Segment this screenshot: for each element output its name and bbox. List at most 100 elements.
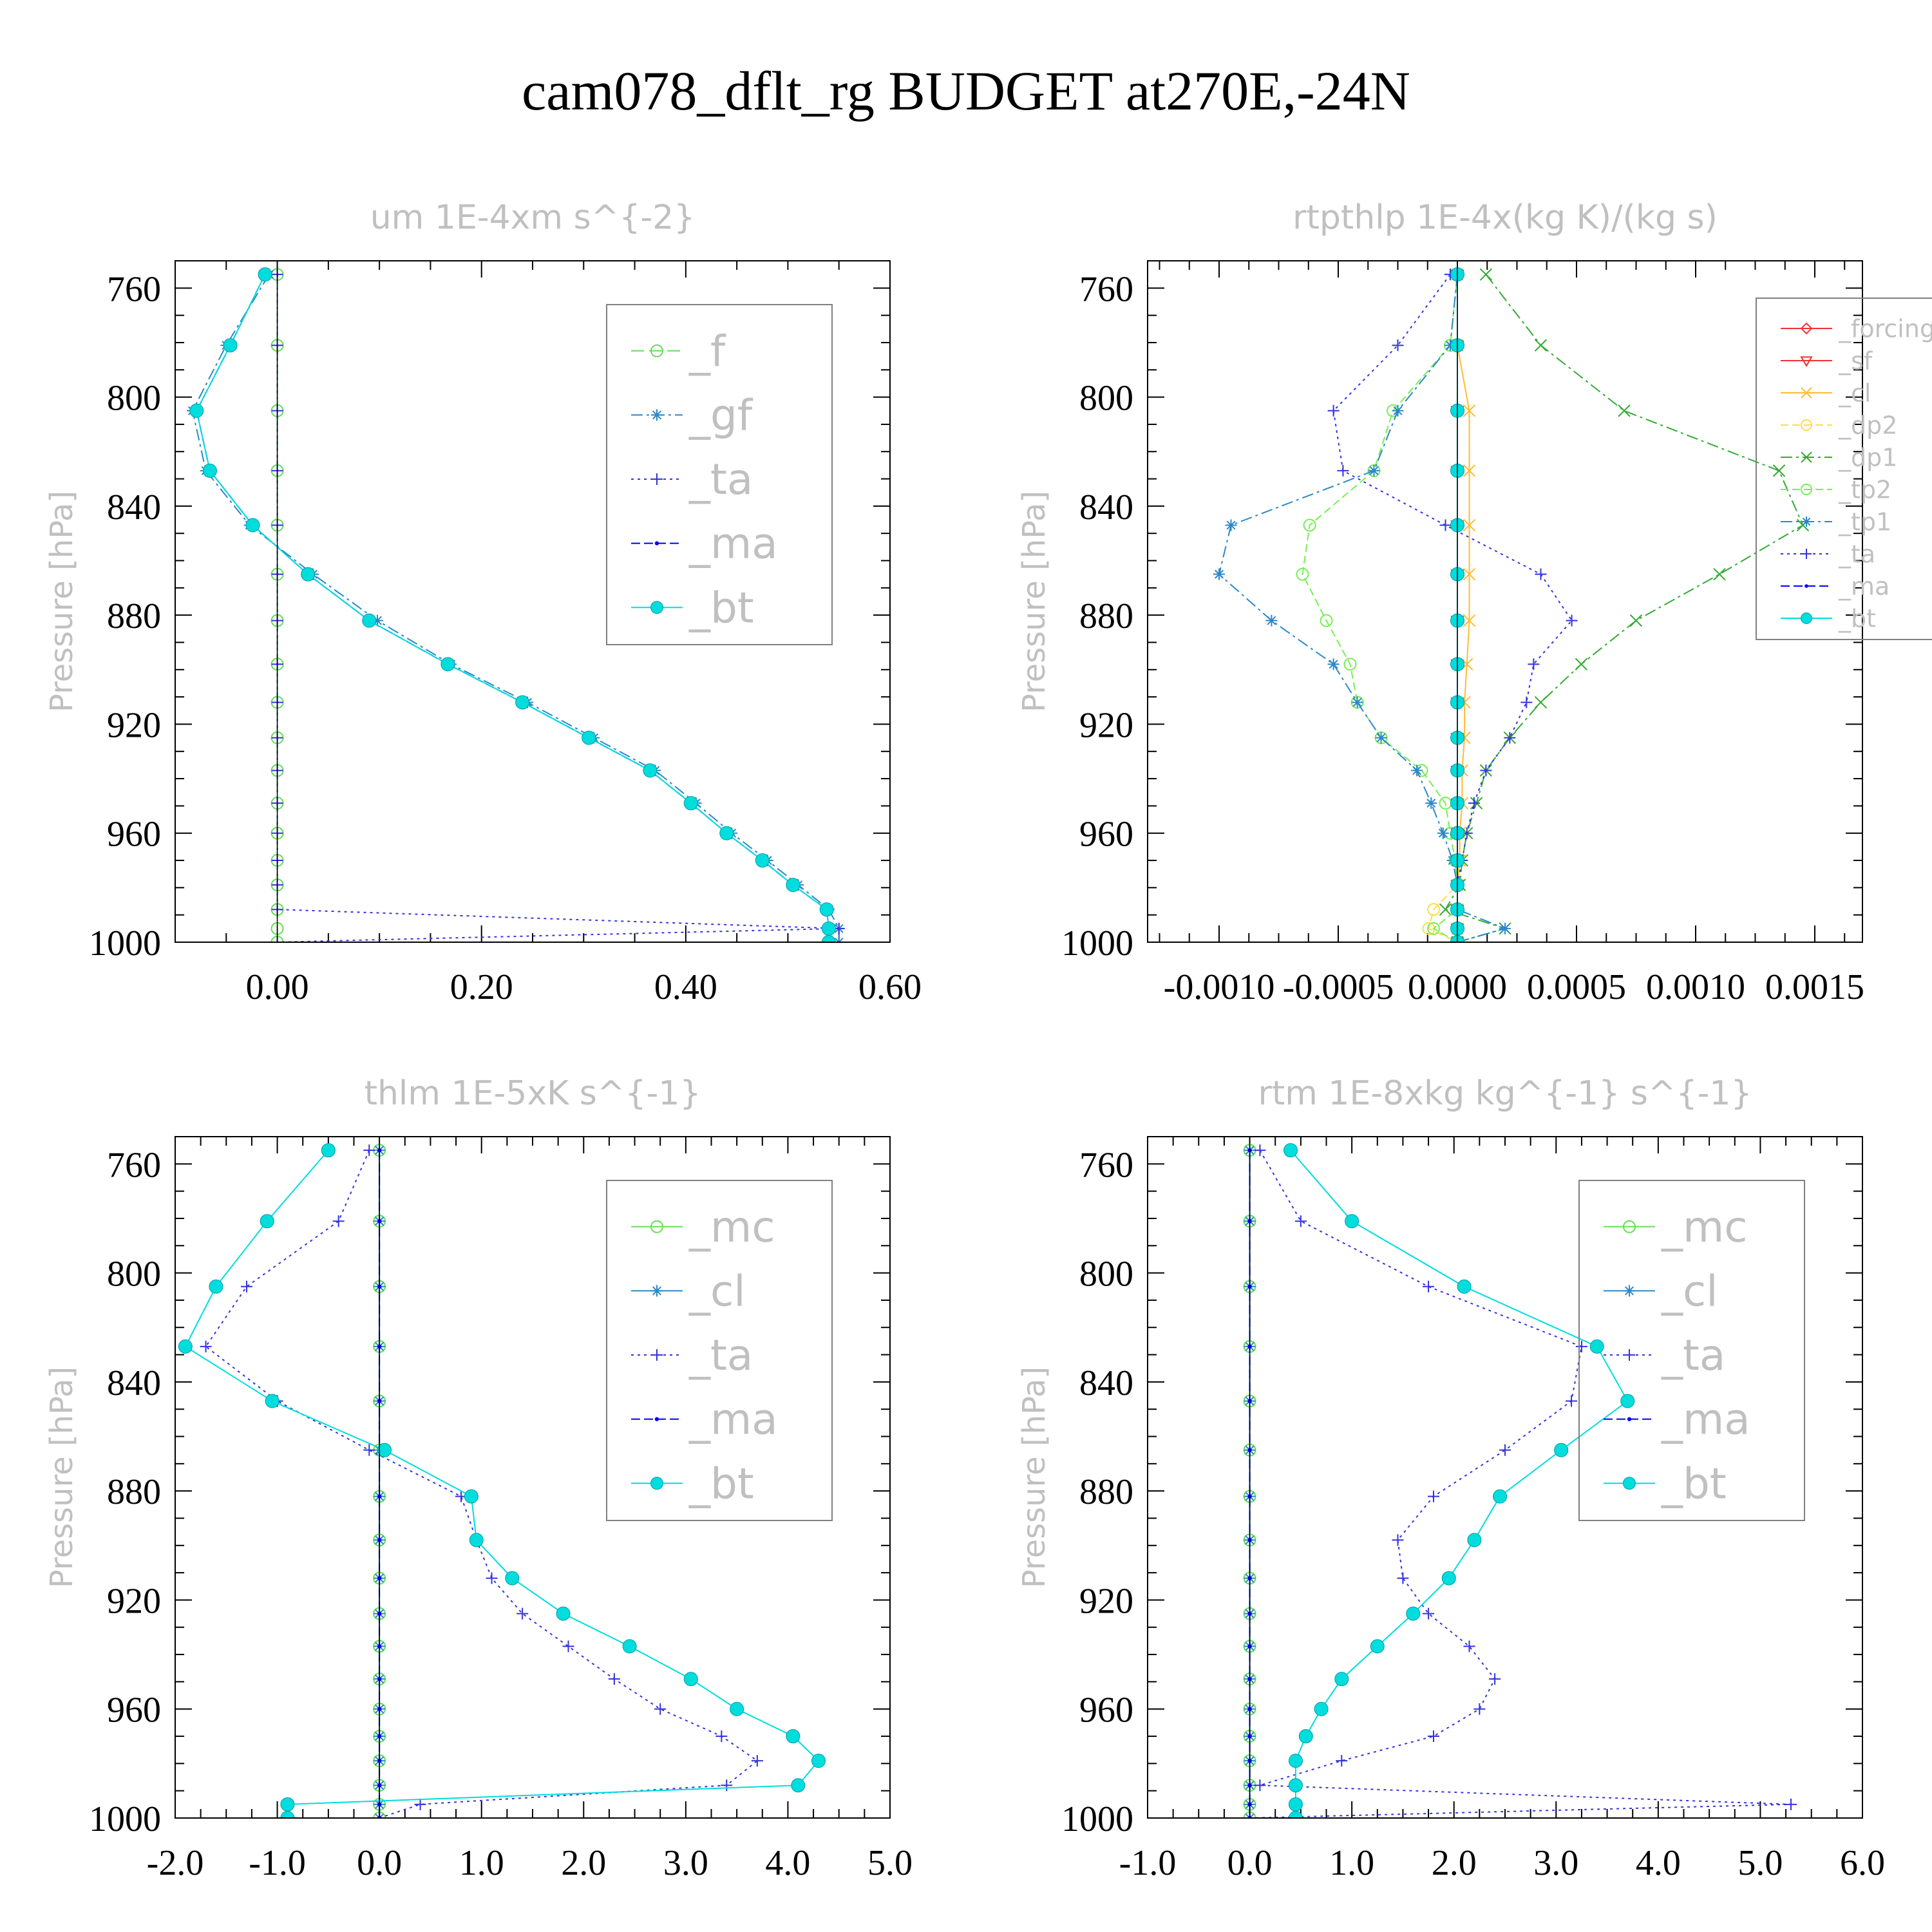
legend-item: _sf [1781,346,1873,375]
data-point-shape [464,1489,478,1504]
data-point-shape [1437,827,1449,839]
data-point [1468,797,1480,810]
data-point-shape [209,1279,223,1294]
data-point-shape [189,403,204,418]
x-tick-label: 3.0 [663,1843,708,1883]
data-point [1535,568,1547,580]
data-point-shape [1283,1143,1298,1158]
data-point [515,695,530,710]
data-point [1428,1490,1439,1502]
legend-item: _forcing [1781,314,1932,343]
data-point [821,935,836,942]
data-point [1392,404,1404,417]
data-point [1504,732,1516,744]
figure-title: cam078_dflt_rg BUDGET at270E,-24N [522,60,1410,122]
data-point-shape [1566,1395,1578,1407]
y-tick-label: 1000 [1061,1799,1133,1839]
data-point-shape [1375,732,1387,744]
data-point [786,1729,800,1744]
legend: _mc _cl _ta _ma _bt [1578,1180,1805,1521]
data-point-shape [786,1729,800,1744]
legend-label: _ta [1661,1331,1725,1380]
x-tick-label: 4.0 [1636,1843,1681,1883]
data-point-shape [363,1144,375,1157]
data-point-shape [1444,339,1456,352]
legend-label: _ta [688,1331,753,1380]
series-line-tp1 [1218,274,1508,942]
x-tick-label: 1.0 [1329,1843,1374,1883]
data-point [683,796,698,811]
x-tick-label: 3.0 [1533,1843,1578,1883]
legend-label: _bt [688,1459,754,1508]
data-point [280,1797,295,1812]
legend-marker [651,1349,663,1361]
legend-label: _ma [1661,1395,1750,1444]
data-point [1314,1701,1329,1716]
data-point-shape [1337,464,1349,477]
data-point-shape [715,1730,728,1743]
data-point [1392,1534,1404,1546]
data-point [1225,519,1237,531]
legend-marker-shape [650,601,663,614]
legend-label: _ma [688,519,778,569]
data-point [516,1607,529,1620]
panels: um 1E-4xm s^{-2} Pressure [hPa] 760 800 840 8… [44,198,1932,1883]
data-point [1327,658,1340,670]
data-point [505,1571,520,1586]
data-point [1785,1798,1797,1810]
panel-4: rtm 1E-8xkg kg^{-1} s^{-1} Pressure [hPa]… [1016,1074,1885,1883]
legend-marker-shape [1624,1349,1635,1361]
data-point-shape [1294,1215,1307,1227]
data-point-shape [1473,1703,1486,1715]
legend-label: _tp2 [1838,475,1891,504]
data-point-shape [1345,1214,1359,1229]
y-tick-label: 1000 [89,923,161,963]
legend-marker-shape [1623,1477,1636,1490]
plot-frame [1147,260,1863,943]
legend-item: _bt [1604,1459,1727,1508]
legend-label: _ma [688,1395,778,1444]
data-point [1479,268,1493,281]
data-point-shape [178,1339,193,1354]
data-point-shape [821,921,836,936]
data-point-shape [1520,696,1533,708]
data-point [178,1339,193,1354]
legend-marker-shape [654,1417,659,1421]
data-point [1296,567,1309,581]
data-point-shape [1713,567,1726,581]
legend-label: _bt [1661,1459,1727,1508]
data-point-shape [1468,797,1480,810]
legend-item: _mc [1604,1202,1748,1252]
data-point [1288,1778,1303,1793]
data-point [1294,1215,1307,1227]
data-point [1320,614,1333,627]
legend-item: _cl [631,1267,746,1316]
data-point [1334,1672,1349,1687]
legend-label: _tp1 [1838,507,1891,536]
data-point [1254,1144,1266,1157]
data-point-shape [1392,339,1404,352]
legend-marker [651,1285,663,1297]
y-tick-label: 920 [1079,705,1133,745]
data-point-shape [1343,658,1357,671]
data-point [440,657,455,672]
data-point [1499,1444,1511,1456]
data-point [1423,1607,1435,1620]
panel-title: rtpthlp 1E-4x(kg K)/(kg s) [1293,198,1718,237]
data-point-shape [719,826,734,840]
y-tick-label: 800 [107,379,161,419]
data-point [1463,614,1476,627]
data-point-shape [1225,519,1237,531]
data-point [1457,1279,1472,1294]
panel-2: rtpthlp 1E-4x(kg K)/(kg s) Pressure [hPa]… [1016,198,1932,1007]
data-point-shape [1575,658,1588,671]
x-tick-label: 5.0 [1738,1843,1783,1883]
data-point-shape [1423,1280,1435,1293]
data-point-shape [223,338,238,353]
data-point [1463,1640,1475,1653]
series-line-ta [205,1150,759,1818]
legend-item: _bt [631,1459,754,1508]
series-line-ta [1332,274,1573,942]
data-point-shape [1463,464,1476,477]
data-point [258,267,272,282]
